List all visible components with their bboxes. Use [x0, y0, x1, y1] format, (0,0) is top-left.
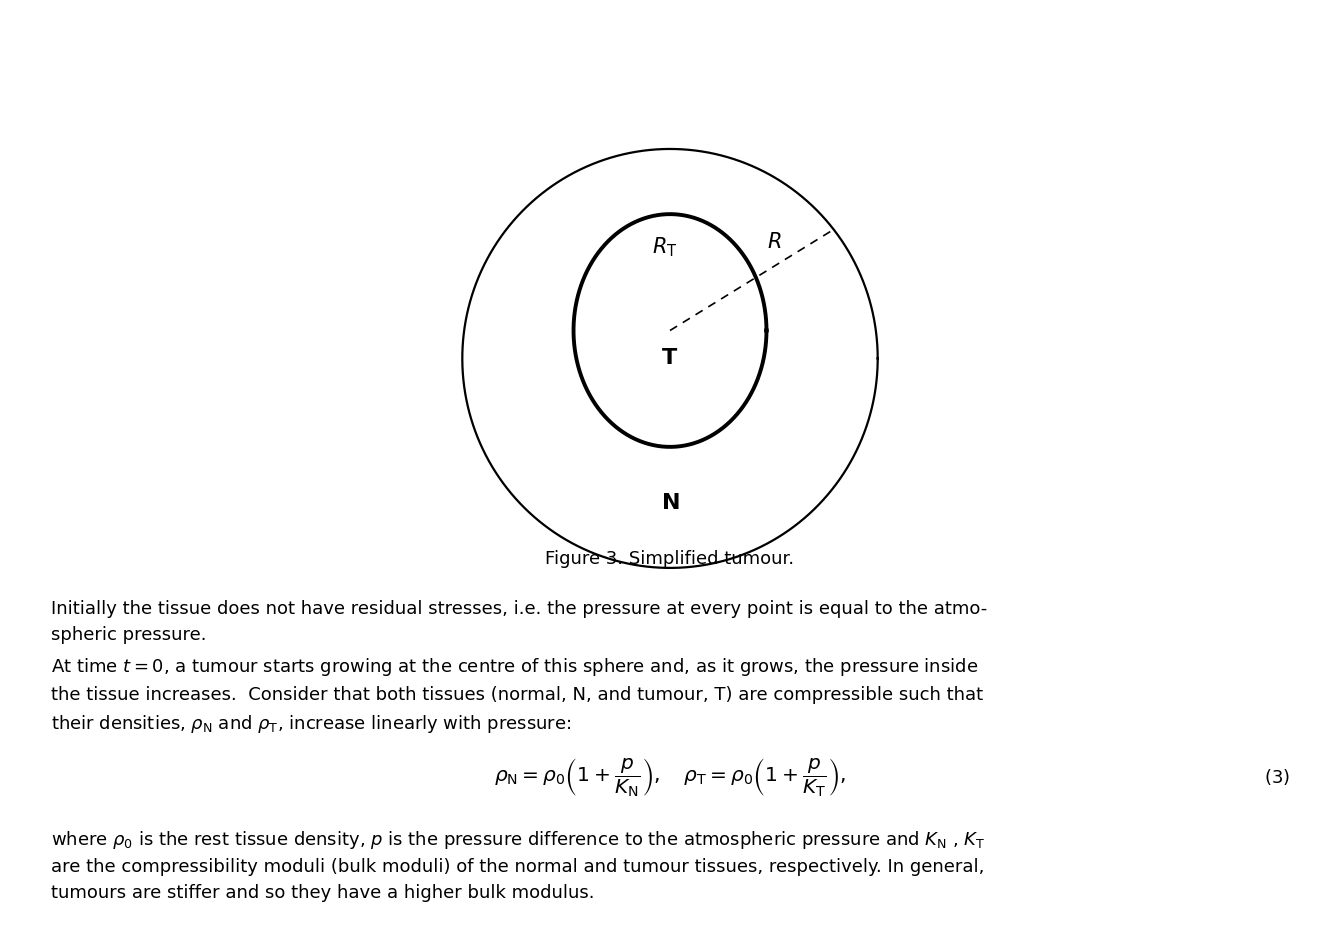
Text: $\mathbf{T}$: $\mathbf{T}$: [662, 347, 678, 370]
Text: $R_{\mathrm{T}}$: $R_{\mathrm{T}}$: [651, 235, 678, 259]
Text: $\rho_{\mathrm{N}} = \rho_0 \left(1 + \dfrac{p}{K_{\mathrm{N}}}\right) ,\quad \r: $\rho_{\mathrm{N}} = \rho_0 \left(1 + \d…: [494, 756, 846, 799]
Text: where $\rho_0$ is the rest tissue density, $p$ is the pressure difference to the: where $\rho_0$ is the rest tissue densit…: [51, 829, 985, 902]
Text: Initially the tissue does not have residual stresses, i.e. the pressure at every: Initially the tissue does not have resid…: [51, 600, 988, 644]
Text: $(3)$: $(3)$: [1265, 767, 1290, 788]
Text: Figure 3. Simplified tumour.: Figure 3. Simplified tumour.: [545, 549, 795, 568]
Text: $\mathbf{N}$: $\mathbf{N}$: [661, 492, 679, 514]
Text: $R$: $R$: [768, 232, 781, 252]
Text: At time $t = 0$, a tumour starts growing at the centre of this sphere and, as it: At time $t = 0$, a tumour starts growing…: [51, 656, 984, 735]
